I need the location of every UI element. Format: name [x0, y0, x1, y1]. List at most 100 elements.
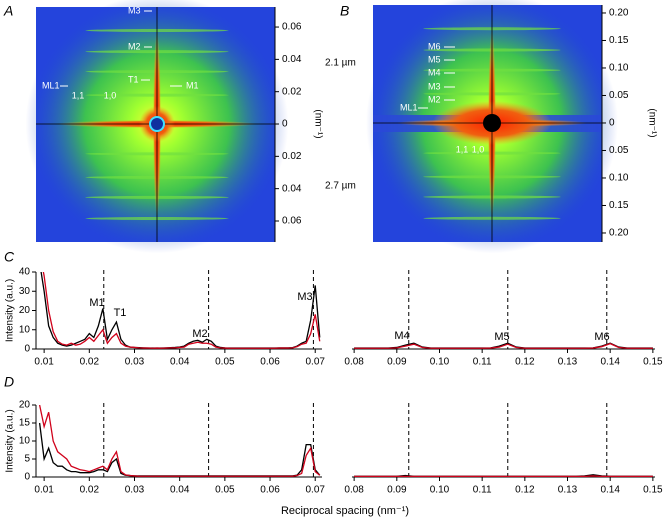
x-tick-label: 0.04: [170, 357, 190, 368]
x-tick-label: 0.14: [600, 357, 620, 368]
y-tick-label: 0.04: [282, 183, 302, 194]
reflection-label: T1: [128, 74, 139, 84]
reflection-label: ML1: [42, 80, 60, 90]
x-tick-label: 0.06: [260, 485, 280, 496]
y-tick-label: 0.06: [282, 22, 302, 33]
x-tick-label: 0.10: [430, 357, 450, 368]
peak-label: M4: [394, 330, 409, 342]
reflection-label: ML1: [400, 102, 418, 112]
data-line: [354, 342, 653, 349]
reflection-label: M4: [428, 67, 441, 77]
y-axis-label: Intensity (a.u.): [5, 279, 16, 342]
x-tick-label: 0.12: [515, 485, 535, 496]
x-tick-label: 0.08: [344, 357, 364, 368]
x-tick-label: 0.04: [170, 485, 190, 496]
peak-label: M6: [594, 331, 609, 343]
reflection-label: 1,1: [72, 90, 85, 100]
peak-label: T1: [114, 307, 127, 319]
x-tick-label: 0.13: [558, 357, 578, 368]
side-label: 2.1 µm: [325, 58, 356, 69]
y-tick-label: 40: [19, 267, 31, 278]
y-tick-label: 0.04: [282, 54, 302, 65]
y-tick-label: 0.05: [609, 90, 629, 101]
x-tick-label: 0.13: [558, 485, 578, 496]
data-line: [42, 272, 321, 349]
data-line: [40, 272, 321, 349]
y-tick-label: 5: [24, 454, 30, 465]
reflection-label: M3: [128, 5, 141, 15]
side-label: 2.7 µm: [325, 181, 356, 192]
y-tick-label: 20: [19, 400, 31, 411]
y-tick-label: 0.02: [282, 86, 302, 97]
panel-label: A: [3, 3, 13, 19]
x-tick-label: 0.09: [387, 485, 407, 496]
y-tick-label: 30: [19, 286, 31, 297]
x-tick-label: 0.02: [80, 357, 100, 368]
x-tick-label: 0.01: [34, 485, 54, 496]
y-tick-label: 0.05: [609, 145, 629, 156]
peak-label: M5: [494, 331, 509, 343]
data-line: [38, 405, 321, 477]
peak-label: M1: [89, 297, 104, 309]
y-tick-label: 0: [609, 118, 615, 129]
x-tick-label: 0.11: [473, 485, 492, 496]
y-tick-label: 0.15: [609, 200, 629, 211]
y-tick-label: 0.15: [609, 35, 629, 46]
reflection-label: 1,0: [104, 90, 117, 100]
panel-label: C: [4, 249, 15, 265]
x-tick-label: 0.05: [215, 357, 235, 368]
y-tick-label: 0.20: [609, 228, 629, 239]
x-tick-label: 0.02: [80, 485, 100, 496]
reflection-label: M2: [428, 94, 441, 104]
data-line: [38, 422, 321, 477]
panel-label: D: [4, 374, 14, 390]
reflection-label: M1: [186, 80, 199, 90]
y-tick-label: 0: [282, 119, 288, 130]
y-axis-label: (nm⁻¹): [646, 108, 657, 137]
y-tick-label: 0.02: [282, 151, 302, 162]
y-tick-label: 0: [24, 472, 30, 483]
x-tick-label: 0.03: [125, 485, 145, 496]
panel-label: B: [340, 3, 349, 19]
x-tick-label: 0.15: [643, 485, 663, 496]
y-tick-label: 10: [19, 436, 31, 447]
y-tick-label: 0.06: [282, 216, 302, 227]
beam-stop: [483, 114, 501, 132]
x-axis-label: Reciprocal spacing (nm⁻¹): [281, 505, 409, 517]
x-tick-label: 0.07: [305, 485, 325, 496]
x-tick-label: 0.01: [34, 357, 54, 368]
diffraction-image: [366, 0, 618, 254]
reflection-label: M3: [428, 81, 441, 91]
peak-label: M3: [297, 291, 312, 303]
x-tick-label: 0.08: [344, 485, 364, 496]
y-axis-label: Intensity (a.u.): [5, 409, 16, 472]
y-axis-label: (nm⁻¹): [312, 109, 323, 138]
peak-label: M2: [192, 328, 207, 340]
x-tick-label: 0.11: [473, 357, 492, 368]
beam-ring: [149, 116, 165, 132]
y-tick-label: 20: [19, 305, 31, 316]
reflection-label: 1,1: [456, 144, 469, 154]
x-tick-label: 0.12: [515, 357, 535, 368]
x-tick-label: 0.14: [600, 485, 620, 496]
x-tick-label: 0.05: [215, 485, 235, 496]
reflection-label: 1,0: [472, 144, 485, 154]
diffraction-image: [25, 0, 289, 254]
x-tick-label: 0.07: [305, 357, 325, 368]
x-tick-label: 0.03: [125, 357, 145, 368]
y-tick-label: 10: [19, 324, 31, 335]
x-tick-label: 0.15: [643, 357, 663, 368]
y-tick-label: 0.10: [609, 173, 629, 184]
y-tick-label: 0.10: [609, 63, 629, 74]
x-tick-label: 0.06: [260, 357, 280, 368]
data-line: [354, 475, 653, 477]
x-tick-label: 0.10: [430, 485, 450, 496]
reflection-label: M2: [128, 41, 141, 51]
x-tick-label: 0.09: [387, 357, 407, 368]
y-tick-label: 0: [24, 344, 30, 355]
reflection-label: M6: [428, 41, 441, 51]
y-tick-label: 15: [19, 418, 31, 429]
y-tick-label: 0.20: [609, 8, 629, 19]
reflection-label: M5: [428, 54, 441, 64]
